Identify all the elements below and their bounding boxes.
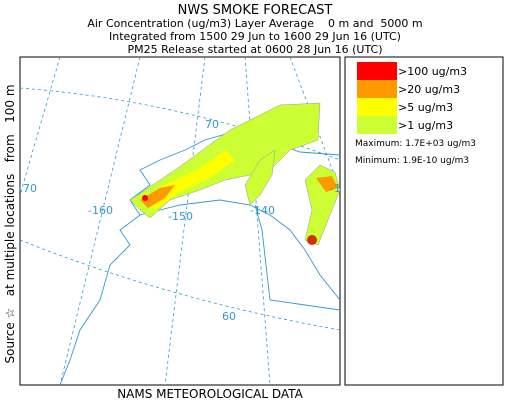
legend: >100 ug/m3 >20 ug/m3 >5 ug/m3 >1 ug/m3 (357, 62, 467, 134)
map-label: -160 (88, 204, 113, 217)
legend-label: >100 ug/m3 (398, 65, 467, 78)
legend-label: >5 ug/m3 (398, 101, 453, 114)
map-label: 70 (205, 118, 219, 131)
subtitle: Air Concentration (ug/m3) Layer Average … (87, 17, 422, 30)
meridian (164, 57, 206, 385)
plume (316, 176, 338, 192)
minimum: Minimum: 1.9E-10 ug/m3 (355, 156, 469, 166)
plume (140, 185, 175, 208)
meridian (244, 57, 271, 385)
subtitle: Integrated from 1500 29 Jun to 1600 29 J… (109, 30, 401, 43)
side-label: Source ☆ at multiple locations from 100 … (3, 84, 17, 363)
border (254, 204, 340, 311)
map-label: 60 (222, 310, 236, 323)
meridian (59, 57, 141, 385)
map-label: -140 (250, 204, 275, 217)
maximum: Maximum: 1.7E+03 ug/m3 (355, 139, 476, 149)
map-label: -130 (330, 182, 355, 195)
legend-swatch (357, 116, 397, 134)
coastline (139, 199, 340, 301)
legend-swatch (357, 80, 397, 98)
plume (307, 235, 317, 245)
title: NWS SMOKE FORECAST (178, 3, 333, 18)
legend-swatch (357, 98, 397, 116)
map-label: -170 (12, 182, 37, 195)
map: 70 60 -170 -160 -150 -140 -130 (12, 56, 355, 386)
legend-label: >20 ug/m3 (398, 83, 460, 96)
subtitle: PM25 Release started at 0600 28 Jun 16 (… (127, 43, 382, 56)
parallel (20, 239, 340, 331)
plume (142, 195, 148, 201)
legend-label: >1 ug/m3 (398, 119, 453, 132)
plume (244, 149, 276, 206)
map-label: -150 (168, 210, 193, 223)
legend-swatch (357, 62, 397, 80)
footer: NAMS METEOROLOGICAL DATA (117, 387, 303, 401)
